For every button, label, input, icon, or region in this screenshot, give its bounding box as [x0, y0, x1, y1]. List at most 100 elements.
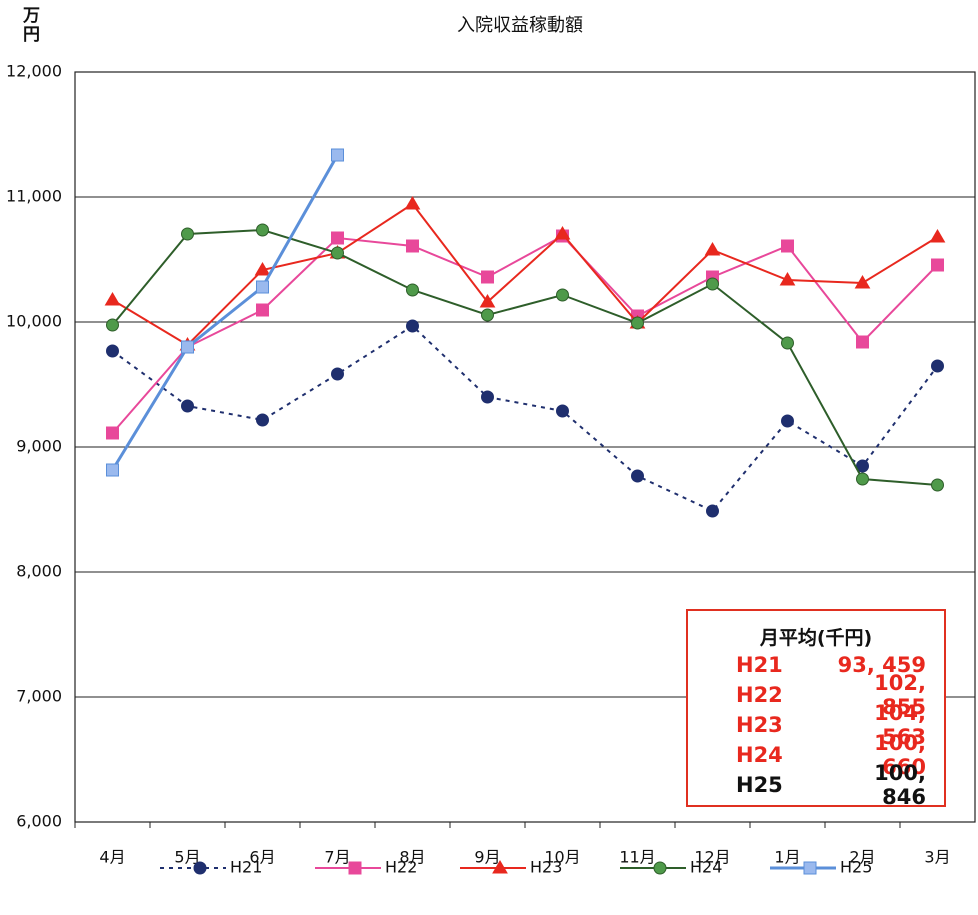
point	[254, 262, 271, 276]
table-cell: 102, 855	[874, 671, 926, 719]
table-title: 月平均(千円)	[759, 627, 873, 649]
point	[404, 196, 421, 210]
point	[556, 288, 569, 302]
point	[931, 359, 944, 373]
table-cell: H24	[736, 743, 783, 767]
table-cell: H21	[736, 653, 783, 677]
legend-label: H24	[690, 858, 722, 877]
legend-marker	[492, 860, 508, 874]
point	[929, 229, 946, 243]
point	[181, 399, 194, 413]
point	[406, 319, 419, 333]
series-line	[111, 202, 939, 347]
legend-marker	[803, 861, 817, 875]
point	[554, 226, 571, 240]
series-line	[111, 324, 939, 513]
table-row: H23 104, 563	[688, 701, 944, 749]
legend-label: H23	[530, 858, 562, 877]
point	[781, 414, 794, 428]
y-axis-label: 万円	[19, 6, 39, 44]
point	[706, 504, 719, 518]
series-line	[111, 234, 939, 434]
point	[931, 258, 944, 272]
series-line	[111, 154, 339, 471]
table-cell: 93, 459	[837, 653, 926, 677]
x-tick-label: 8月	[399, 848, 425, 867]
point	[406, 283, 419, 297]
average-table: 月平均(千円) H21 93, 459 H22 102, 855 H23 104, 563…	[686, 609, 946, 809]
table-cell: H23	[736, 713, 783, 737]
point	[331, 367, 344, 381]
y-tick-label: 6,000	[16, 812, 62, 831]
point	[106, 463, 119, 477]
y-tick-label: 11,000	[6, 187, 62, 206]
x-tick-label: 2月	[849, 848, 875, 867]
point	[631, 316, 644, 330]
legend-marker	[348, 861, 362, 875]
y-tick-label: 9,000	[16, 437, 62, 456]
point	[781, 239, 794, 253]
table-cell: 100, 846	[874, 761, 926, 809]
point	[104, 292, 121, 306]
chart-title: 入院収益稼動額	[457, 15, 583, 36]
table-row: H24 100, 660	[688, 731, 944, 779]
point	[779, 272, 796, 286]
table-cell: 100, 660	[874, 731, 926, 779]
point	[781, 336, 794, 350]
point	[106, 344, 119, 358]
point	[856, 472, 869, 486]
point	[331, 148, 344, 162]
table-cell: 104, 563	[874, 701, 926, 749]
x-tick-label: 4月	[99, 848, 125, 867]
point	[256, 223, 269, 237]
table-row: H25 100, 846	[688, 761, 944, 809]
x-tick-label: 1月	[774, 848, 800, 867]
point	[331, 246, 344, 260]
point	[256, 280, 269, 294]
point	[481, 308, 494, 322]
point	[481, 270, 494, 284]
point	[931, 478, 944, 492]
table-cell: H25	[736, 773, 783, 797]
y-tick-label: 12,000	[6, 62, 62, 81]
x-tick-label: 11月	[619, 848, 655, 867]
point	[556, 404, 569, 418]
x-tick-label: 10月	[544, 848, 580, 867]
series-line	[111, 228, 938, 486]
x-tick-label: 6月	[249, 848, 275, 867]
table-cell: H22	[736, 683, 783, 707]
point	[106, 426, 119, 440]
legend-marker	[653, 861, 667, 875]
x-tick-label: 7月	[324, 848, 350, 867]
point	[256, 303, 269, 317]
x-tick-label: 12月	[694, 848, 730, 867]
legend-label: H25	[840, 858, 872, 877]
legend-label: H22	[385, 858, 417, 877]
point	[406, 239, 419, 253]
table-row: H22 102, 855	[688, 671, 944, 719]
point	[704, 242, 721, 256]
point	[106, 318, 119, 332]
point	[479, 294, 496, 308]
legend-label: H21	[230, 858, 262, 877]
x-tick-label: 3月	[924, 848, 950, 867]
y-tick-label: 10,000	[6, 312, 62, 331]
point	[181, 340, 194, 354]
x-tick-label: 5月	[174, 848, 200, 867]
legend-marker	[193, 861, 207, 875]
point	[706, 277, 719, 291]
point	[854, 275, 871, 289]
y-tick-label: 7,000	[16, 687, 62, 706]
point	[481, 390, 494, 404]
point	[856, 335, 869, 349]
point	[181, 227, 194, 241]
point	[856, 459, 869, 473]
point	[631, 469, 644, 483]
point	[331, 231, 344, 245]
x-tick-label: 9月	[474, 848, 500, 867]
y-tick-label: 8,000	[16, 562, 62, 581]
point	[256, 413, 269, 427]
table-row: H21 93, 459	[688, 650, 944, 680]
